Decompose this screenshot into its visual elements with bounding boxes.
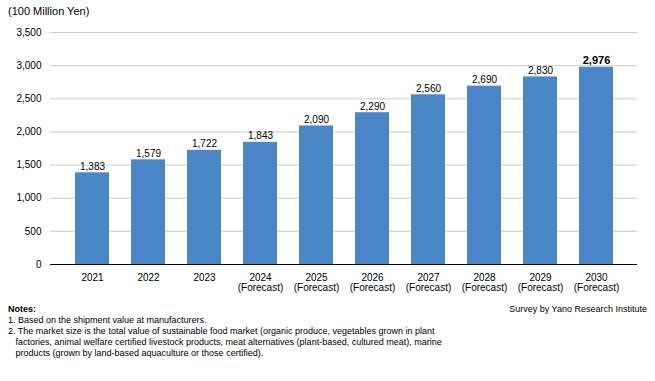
svg-text:1,383: 1,383	[80, 161, 105, 172]
html-text:Notes:: Notes:	[8, 304, 36, 314]
svg-text:2024(Forecast): 2024(Forecast)	[238, 272, 284, 293]
html-text:Survey by Yano Research Instit: Survey by Yano Research Institute	[509, 304, 647, 314]
svg-text:2022: 2022	[137, 272, 160, 283]
svg-text:1,579: 1,579	[136, 148, 161, 159]
svg-text:1,000: 1,000	[16, 192, 41, 203]
svg-text:2023: 2023	[193, 272, 216, 283]
svg-text:1,500: 1,500	[16, 159, 41, 170]
svg-text:2,560: 2,560	[416, 83, 441, 94]
svg-text:1,722: 1,722	[192, 138, 217, 149]
svg-text:2,500: 2,500	[16, 93, 41, 104]
svg-text:3,500: 3,500	[16, 27, 41, 38]
svg-text:2026(Forecast): 2026(Forecast)	[350, 272, 396, 293]
svg-text:2,290: 2,290	[360, 101, 385, 112]
svg-text:500: 500	[25, 226, 42, 237]
html-text:2. The market size is the tota: 2. The market size is the total value of…	[8, 326, 435, 336]
svg-text:0: 0	[36, 259, 42, 270]
svg-text:2,976: 2,976	[583, 54, 611, 66]
svg-text:2025(Forecast): 2025(Forecast)	[294, 272, 340, 293]
svg-text:2,000: 2,000	[16, 126, 41, 137]
svg-text:2,090: 2,090	[304, 114, 329, 125]
svg-text:2029(Forecast): 2029(Forecast)	[518, 272, 564, 293]
svg-text:2030(Forecast): 2030(Forecast)	[574, 272, 620, 293]
html-text:products (grown by land-based: products (grown by land-based aquacultur…	[8, 348, 264, 358]
svg-text:2,830: 2,830	[528, 65, 553, 76]
svg-text:2027(Forecast): 2027(Forecast)	[406, 272, 452, 293]
svg-text:3,000: 3,000	[16, 60, 41, 71]
html-text:factories, animal welfare cert: factories, animal welfare certified live…	[8, 337, 442, 347]
svg-text:2028(Forecast): 2028(Forecast)	[462, 272, 508, 293]
svg-text:1,843: 1,843	[248, 130, 273, 141]
html-text:(100 Million Yen): (100 Million Yen)	[8, 5, 90, 17]
svg-text:2021: 2021	[81, 272, 104, 283]
svg-text:2,690: 2,690	[472, 74, 497, 85]
html-text:1. Based on the shipment value: 1. Based on the shipment value at manufa…	[8, 315, 207, 325]
